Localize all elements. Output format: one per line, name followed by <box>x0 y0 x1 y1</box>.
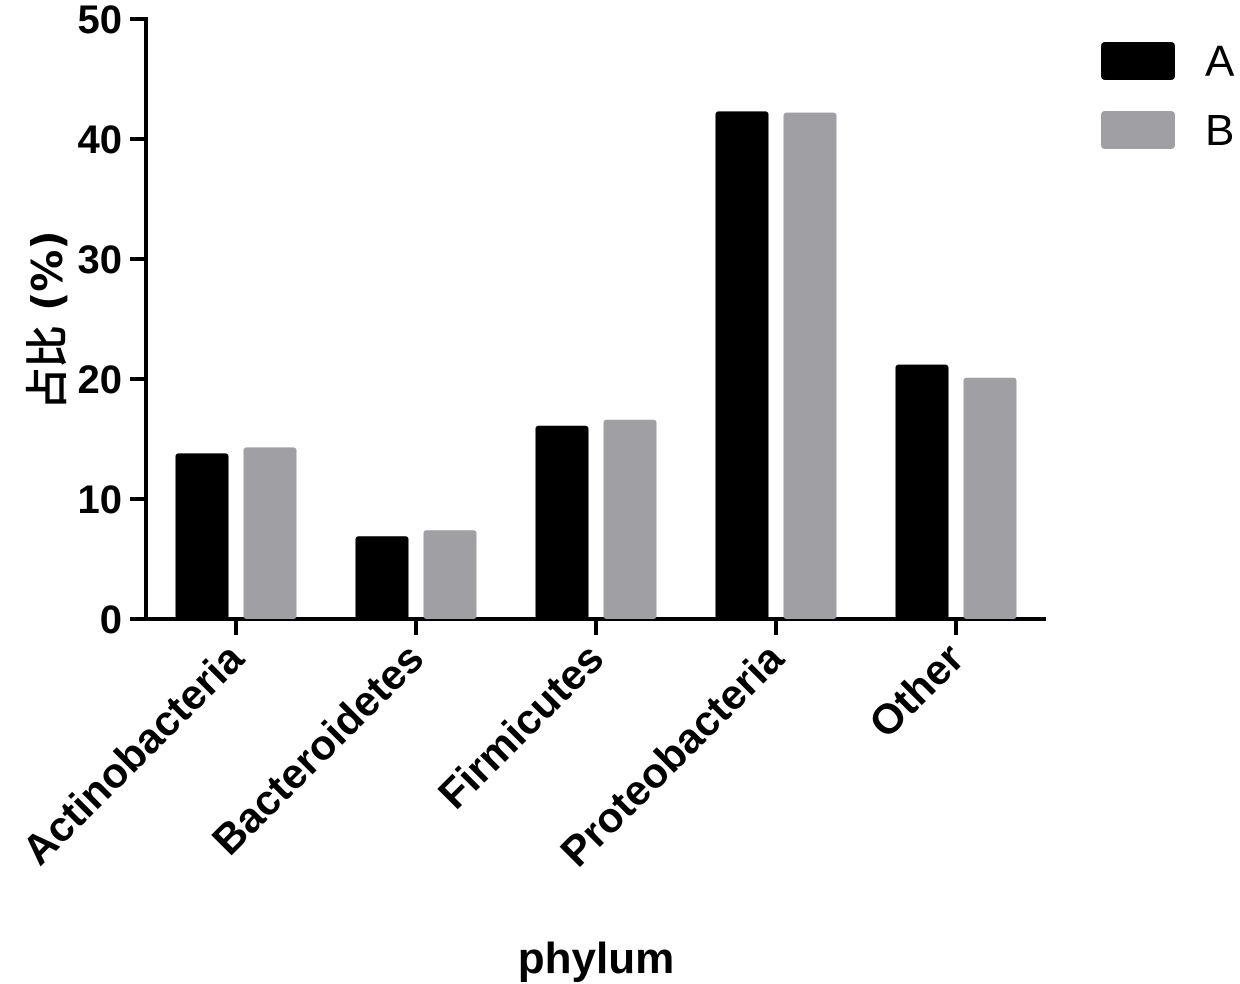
legend-label: B <box>1205 106 1234 155</box>
y-tick-label: 40 <box>78 118 123 162</box>
x-axis: ActinobacteriaBacteroidetesFirmicutesPro… <box>13 617 1046 875</box>
y-tick-label: 10 <box>78 478 123 522</box>
legend-swatch <box>1101 111 1175 149</box>
x-tick-label: Firmicutes <box>429 634 612 817</box>
y-tick-label: 20 <box>78 358 123 402</box>
bar <box>783 112 837 619</box>
y-axis-title: 占比 (%) <box>23 230 72 409</box>
y-axis: 0 10 20 30 40 50 <box>78 0 148 642</box>
y-tick-label: 0 <box>100 598 122 642</box>
x-axis-title: phylum <box>518 934 674 983</box>
legend: AB <box>1101 37 1235 155</box>
bar <box>963 377 1017 619</box>
x-tick-label: Other <box>860 634 972 746</box>
y-tick-label: 30 <box>78 238 123 282</box>
bar <box>243 447 297 619</box>
bar <box>715 111 769 620</box>
legend-label: A <box>1205 37 1235 86</box>
bar <box>175 453 229 619</box>
bar <box>355 536 409 619</box>
bar <box>895 364 949 619</box>
bar <box>535 425 589 619</box>
bar <box>603 419 657 619</box>
bars <box>175 111 1017 620</box>
y-tick-label: 50 <box>78 0 123 42</box>
bar <box>423 530 477 619</box>
legend-swatch <box>1101 42 1175 80</box>
